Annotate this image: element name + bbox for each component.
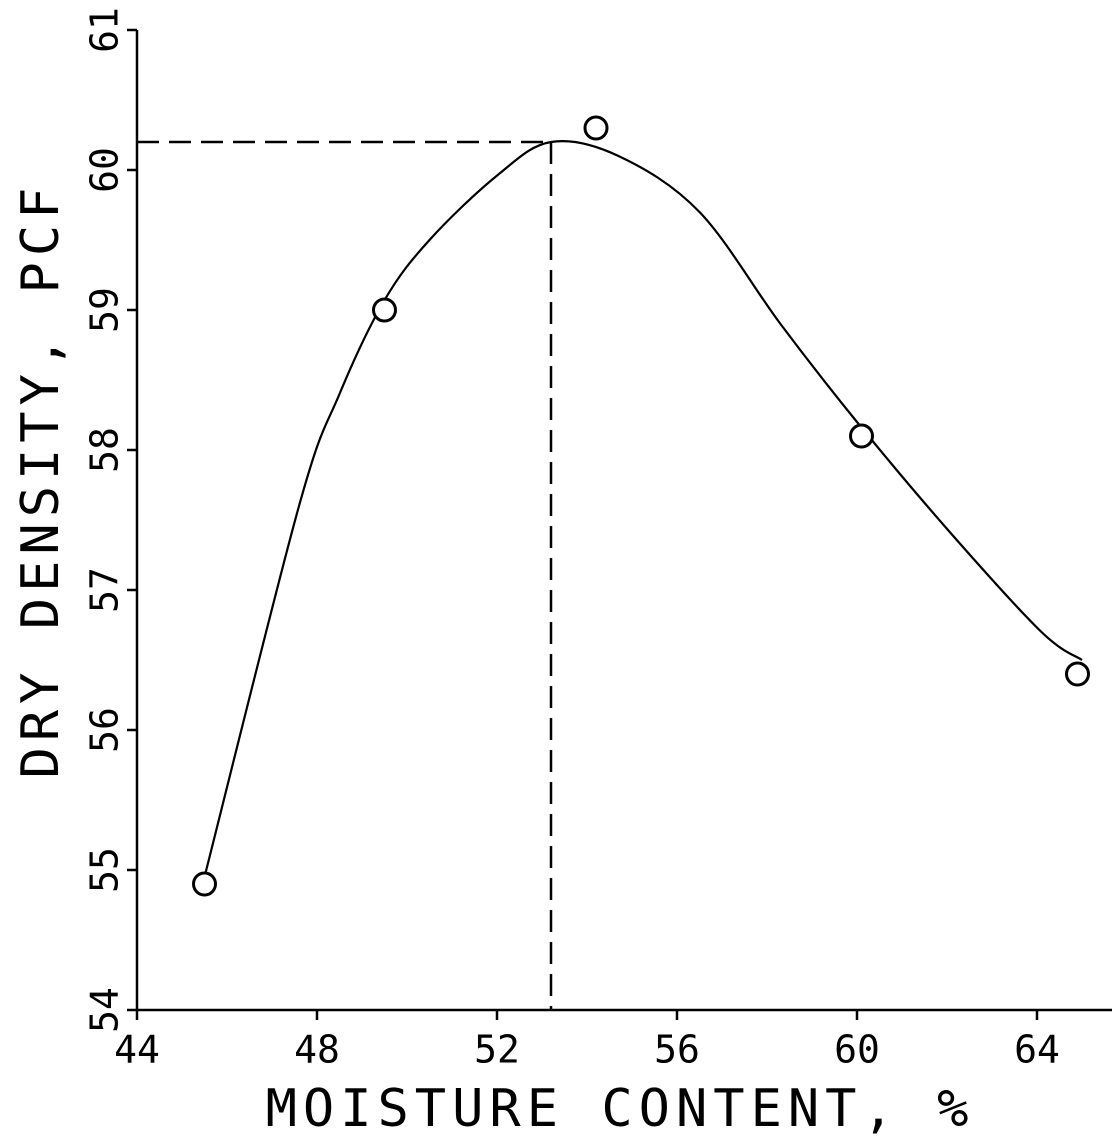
x-tick-label: 64 [1014,1028,1060,1072]
x-axis-label: MOISTURE CONTENT, % [266,1079,975,1139]
y-tick-label: 55 [83,847,127,893]
x-tick-label: 44 [114,1028,160,1072]
x-tick-label: 48 [294,1028,340,1072]
y-tick-label: 56 [83,707,127,753]
data-point [849,423,874,449]
y-tick-label: 57 [83,567,127,613]
y-tick-label: 59 [83,287,127,333]
data-point [583,115,609,141]
y-tick-label: 58 [83,427,127,473]
data-point [1065,661,1090,687]
x-tick-label: 60 [834,1028,880,1072]
y-axis-label: DRY DENSITY, PCF [11,182,71,779]
x-tick-label: 52 [474,1028,520,1072]
y-tick-label: 54 [83,987,127,1033]
y-tick-label: 60 [83,147,127,193]
fitted-curve [203,140,1083,878]
data-point [192,871,217,897]
data-point [372,297,397,323]
y-tick-label: 61 [83,7,127,53]
x-tick-label: 56 [654,1028,700,1072]
